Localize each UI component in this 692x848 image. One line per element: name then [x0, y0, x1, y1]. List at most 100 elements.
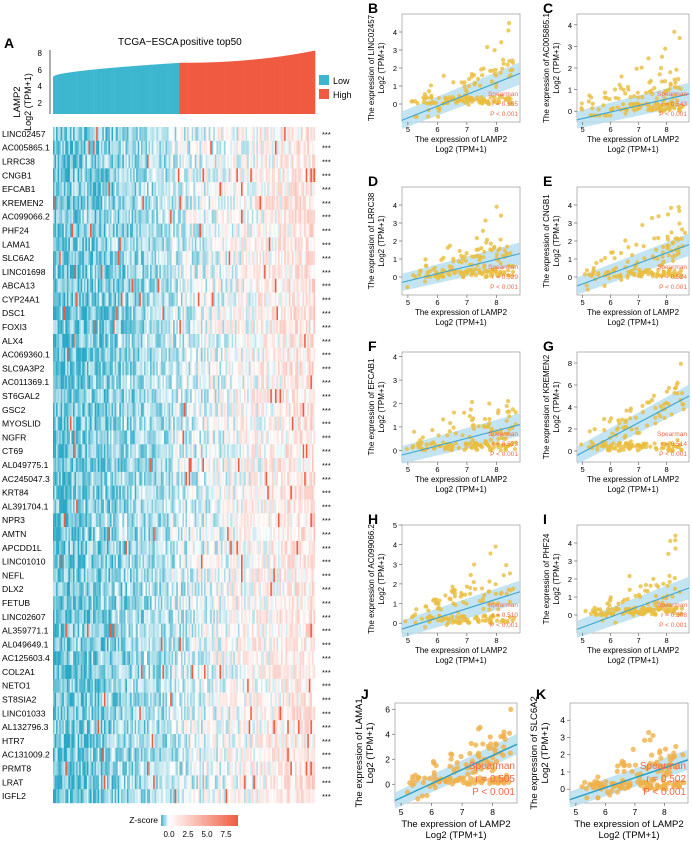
heatmap-cell: [65, 279, 67, 293]
heatmap-cell: [136, 251, 138, 265]
heatmap-cell: [269, 362, 271, 376]
heatmap-cell: [132, 458, 134, 472]
heatmap-cell: [218, 224, 220, 238]
heatmap-cell: [260, 403, 262, 417]
heatmap-cell: [253, 389, 255, 403]
heatmap-cell: [155, 389, 157, 403]
heatmap-cell: [116, 320, 118, 334]
heatmap-cell: [226, 182, 228, 196]
heatmap-cell: [113, 375, 115, 389]
heatmap-cell: [258, 306, 260, 320]
heatmap-cell: [85, 389, 87, 403]
heatmap-cell: [178, 375, 180, 389]
heatmap-cell: [75, 196, 77, 210]
heatmap-cell: [218, 182, 220, 196]
heatmap-cell: [170, 431, 172, 445]
heatmap-cell: [304, 389, 306, 403]
heatmap-cell: [68, 320, 70, 334]
heatmap-cell: [295, 499, 297, 513]
heatmap-cell: [212, 224, 214, 238]
heatmap-cell: [156, 251, 158, 265]
heatmap-cell: [195, 486, 197, 500]
heatmap-cell: [98, 375, 100, 389]
heatmap-cell: [162, 320, 164, 334]
heatmap-cell: [184, 279, 186, 293]
heatmap-cell: [209, 265, 211, 279]
heatmap-cell: [312, 265, 314, 279]
heatmap-cell: [122, 251, 124, 265]
heatmap-cell: [304, 279, 306, 293]
heatmap-cell: [255, 196, 257, 210]
heatmap-cell: [98, 513, 100, 527]
heatmap-cell: [110, 141, 112, 155]
heatmap-cell: [150, 196, 152, 210]
heatmap-cell: [264, 196, 266, 210]
heatmap-cell: [144, 417, 146, 431]
heatmap-cell: [90, 237, 92, 251]
heatmap-cell: [287, 237, 289, 251]
heatmap-cell: [210, 417, 212, 431]
heatmap-cell: [95, 513, 97, 527]
heatmap-cell: [112, 306, 114, 320]
heatmap-cell: [181, 182, 183, 196]
heatmap-cell: [196, 486, 198, 500]
heatmap-cell: [209, 155, 211, 169]
heatmap-cell: [108, 458, 110, 472]
heatmap-cell: [267, 293, 269, 307]
heatmap-cell: [255, 182, 257, 196]
heatmap-cell: [175, 210, 177, 224]
heatmap-cell: [56, 389, 58, 403]
heatmap-cell: [273, 499, 275, 513]
heatmap-cell: [132, 472, 134, 486]
heatmap-cell: [85, 251, 87, 265]
heatmap-cell: [255, 417, 257, 431]
heatmap-cell: [64, 499, 66, 513]
heatmap-cell: [270, 417, 272, 431]
heatmap-cell: [181, 279, 183, 293]
heatmap-cell: [81, 210, 83, 224]
heatmap-cell: [216, 306, 218, 320]
heatmap-cell: [310, 458, 312, 472]
heatmap-cell: [241, 458, 243, 472]
heatmap-cell: [149, 127, 151, 141]
heatmap-cell: [241, 141, 243, 155]
heatmap-cell: [79, 293, 81, 307]
heatmap-cell: [192, 210, 194, 224]
heatmap-cell: [55, 431, 57, 445]
heatmap-cell: [309, 224, 311, 238]
heatmap-cell: [169, 306, 171, 320]
heatmap-cell: [227, 320, 229, 334]
heatmap-cell: [116, 444, 118, 458]
heatmap-cell: [71, 362, 73, 376]
heatmap-cell: [113, 486, 115, 500]
heatmap-cell: [256, 348, 258, 362]
heatmap-cell: [186, 458, 188, 472]
heatmap-cell: [136, 499, 138, 513]
heatmap-cell: [167, 431, 169, 445]
heatmap-cell: [281, 182, 283, 196]
heatmap-cell: [121, 513, 123, 527]
heatmap-cell: [312, 182, 314, 196]
heatmap-cell: [278, 417, 280, 431]
heatmap-cell: [156, 182, 158, 196]
heatmap-cell: [304, 417, 306, 431]
heatmap-cell: [249, 196, 251, 210]
heatmap-cell: [162, 499, 164, 513]
heatmap-cell: [218, 155, 220, 169]
heatmap-cell: [303, 348, 305, 362]
heatmap-cell: [221, 389, 223, 403]
heatmap-cell: [198, 279, 200, 293]
heatmap-cell: [263, 472, 265, 486]
heatmap-cell: [99, 265, 101, 279]
heatmap-cell: [290, 306, 292, 320]
heatmap-cell: [186, 306, 188, 320]
heatmap-cell: [210, 320, 212, 334]
heatmap-cell: [209, 210, 211, 224]
heatmap-cell: [286, 403, 288, 417]
heatmap-cell: [229, 320, 231, 334]
heatmap-cell: [115, 306, 117, 320]
heatmap-cell: [292, 155, 294, 169]
heatmap-cell: [276, 237, 278, 251]
heatmap-cell: [233, 458, 235, 472]
heatmap-cell: [144, 196, 146, 210]
